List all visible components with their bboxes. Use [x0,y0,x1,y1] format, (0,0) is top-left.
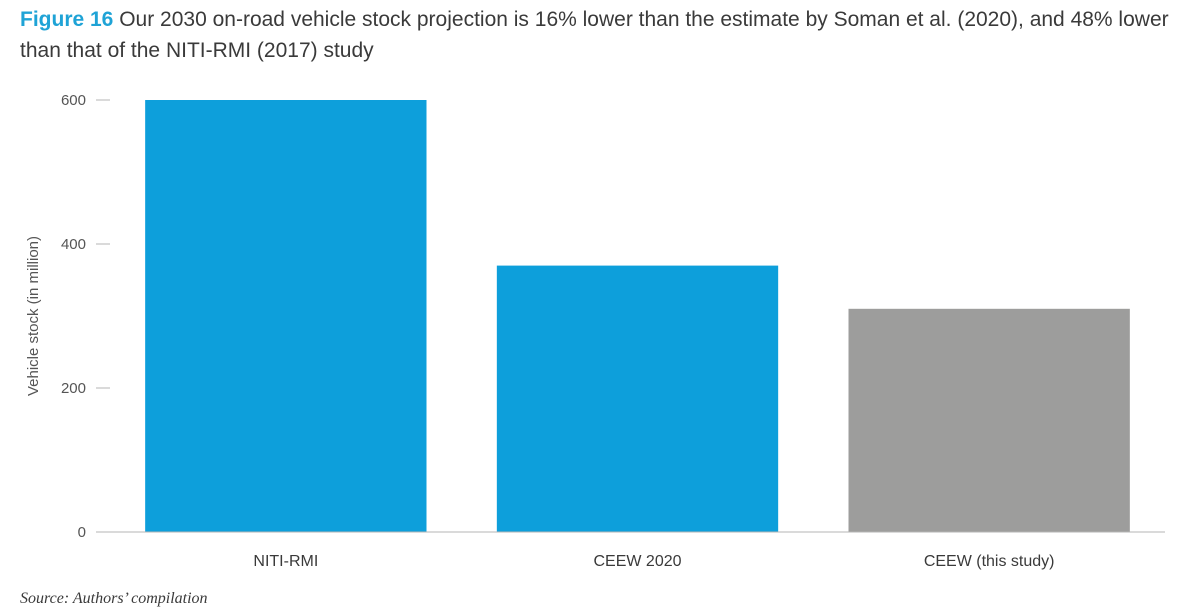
bars [145,100,1130,532]
figure-title: Our 2030 on-road vehicle stock projectio… [20,8,1169,62]
bar [145,100,427,532]
x-category-label: CEEW 2020 [593,553,681,570]
bar [848,308,1130,532]
y-tick-label: 200 [61,380,86,397]
figure-caption: Figure 16 Our 2030 on-road vehicle stock… [20,4,1180,66]
y-tick-label: 600 [61,92,86,109]
y-tick-label: 400 [61,236,86,253]
x-category-label: NITI-RMI [253,553,318,570]
bar [496,265,779,532]
x-category-label: CEEW (this study) [924,553,1055,570]
y-axis-title: Vehicle stock (in million) [25,236,42,396]
x-axis: NITI-RMI CEEW 2020 CEEW (this study) [110,531,1165,570]
y-axis: 0 200 400 600 [61,92,110,541]
y-tick-label: 0 [78,524,86,541]
figure-label: Figure 16 [20,8,114,31]
source-note: Source: Authors’ compilation [20,590,208,607]
